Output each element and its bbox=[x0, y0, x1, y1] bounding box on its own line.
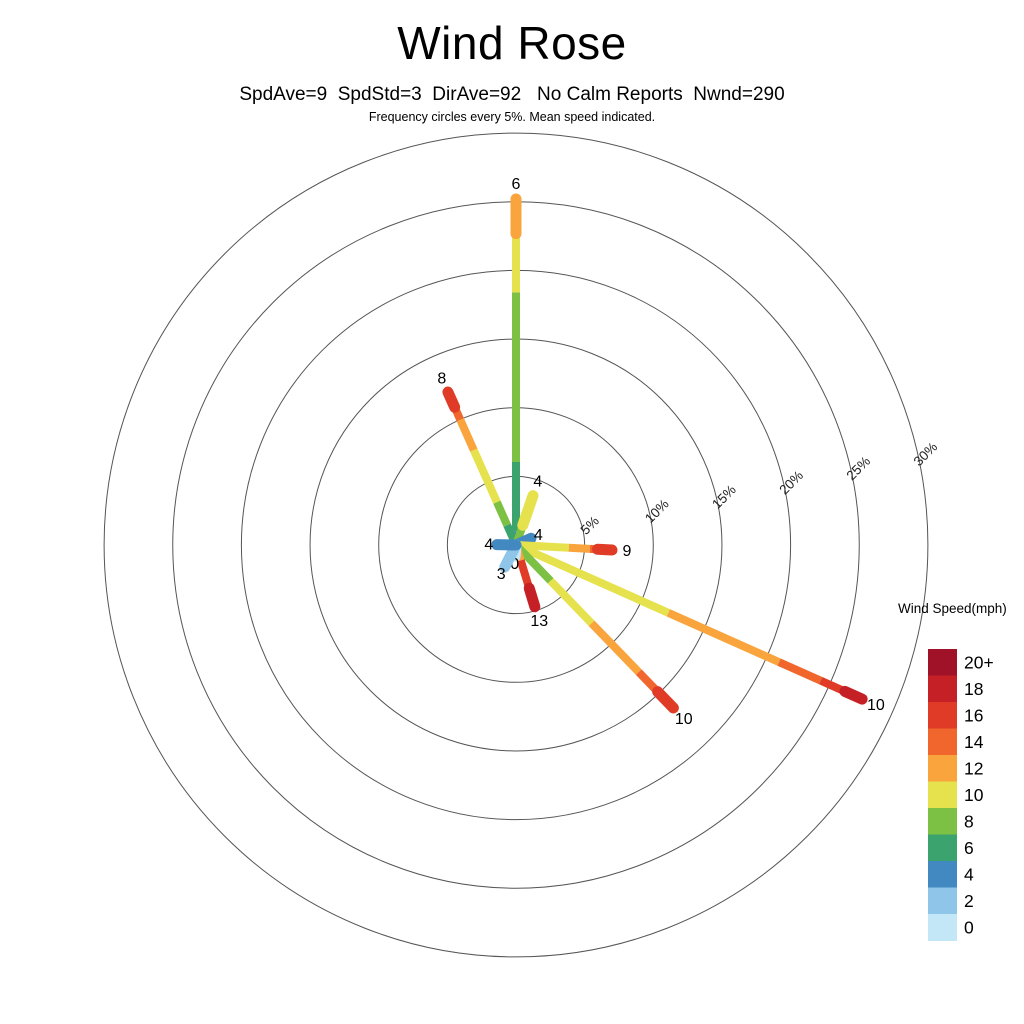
petal-mean-speed-label: 4 bbox=[534, 527, 543, 544]
legend-swatch bbox=[928, 675, 957, 703]
petal-mean-speed-label: 13 bbox=[530, 613, 548, 630]
chart-subtitle: SpdAve=9 SpdStd=3 DirAve=92 No Calm Repo… bbox=[239, 84, 785, 105]
wind-petal-segment bbox=[517, 490, 539, 531]
wind-petal-segment bbox=[568, 543, 591, 553]
wind-petal-segment bbox=[547, 578, 595, 627]
wind-petal-segment bbox=[493, 500, 511, 527]
legend-swatch bbox=[928, 808, 957, 835]
wind-petal-segment bbox=[666, 609, 781, 666]
legend-swatch bbox=[928, 781, 957, 809]
legend-swatch bbox=[928, 834, 957, 862]
legend-title: Wind Speed(mph) bbox=[898, 601, 1007, 616]
legend-label: 10 bbox=[964, 785, 984, 805]
petal-mean-speed-label: 8 bbox=[437, 370, 446, 387]
frequency-ring bbox=[103, 132, 929, 958]
petal-mean-speed-label: 4 bbox=[484, 537, 493, 554]
chart-note: Frequency circles every 5%. Mean speed i… bbox=[368, 110, 656, 124]
ring-label: 5% bbox=[578, 513, 602, 537]
legend-label: 6 bbox=[964, 838, 974, 858]
wind-petal-segment bbox=[777, 658, 823, 685]
legend-swatch bbox=[928, 887, 957, 915]
legend-swatch bbox=[928, 755, 957, 782]
wind-petal-segment bbox=[470, 448, 501, 504]
legend-label: 4 bbox=[964, 864, 974, 884]
chart-title: Wind Rose bbox=[397, 17, 627, 69]
legend-swatch bbox=[928, 649, 957, 676]
petal-mean-speed-label: 0 bbox=[510, 556, 519, 573]
petal-mean-speed-label: 3 bbox=[497, 566, 506, 583]
petal-mean-speed-label: 10 bbox=[867, 697, 885, 714]
legend-label: 16 bbox=[964, 705, 983, 725]
wind-petal-segment bbox=[652, 686, 679, 714]
petal-mean-speed-label: 6 bbox=[512, 176, 521, 193]
wind-petal-segment bbox=[588, 620, 642, 675]
legend-label: 0 bbox=[964, 917, 974, 937]
legend-label: 20+ bbox=[964, 652, 994, 672]
petal-mean-speed-label: 9 bbox=[623, 543, 632, 560]
wind-petal-segment bbox=[592, 543, 618, 556]
legend-swatch bbox=[928, 861, 957, 888]
wind-petal-segment bbox=[456, 417, 478, 452]
legend-label: 14 bbox=[964, 732, 984, 752]
wind-petal-segment bbox=[523, 582, 541, 613]
legend-swatch bbox=[928, 914, 957, 941]
wind-petal-segment bbox=[839, 685, 868, 705]
legend-swatch bbox=[928, 728, 957, 756]
wind-petal-segment bbox=[514, 541, 670, 617]
legend-swatch bbox=[928, 702, 957, 729]
petal-mean-speed-label: 4 bbox=[533, 473, 542, 490]
wind-petal-segment bbox=[442, 386, 461, 413]
legend-label: 2 bbox=[964, 891, 974, 911]
legend-label: 12 bbox=[964, 758, 983, 778]
legend-label: 18 bbox=[964, 679, 983, 699]
legend-label: 8 bbox=[964, 811, 974, 831]
petal-mean-speed-label: 10 bbox=[675, 711, 693, 728]
